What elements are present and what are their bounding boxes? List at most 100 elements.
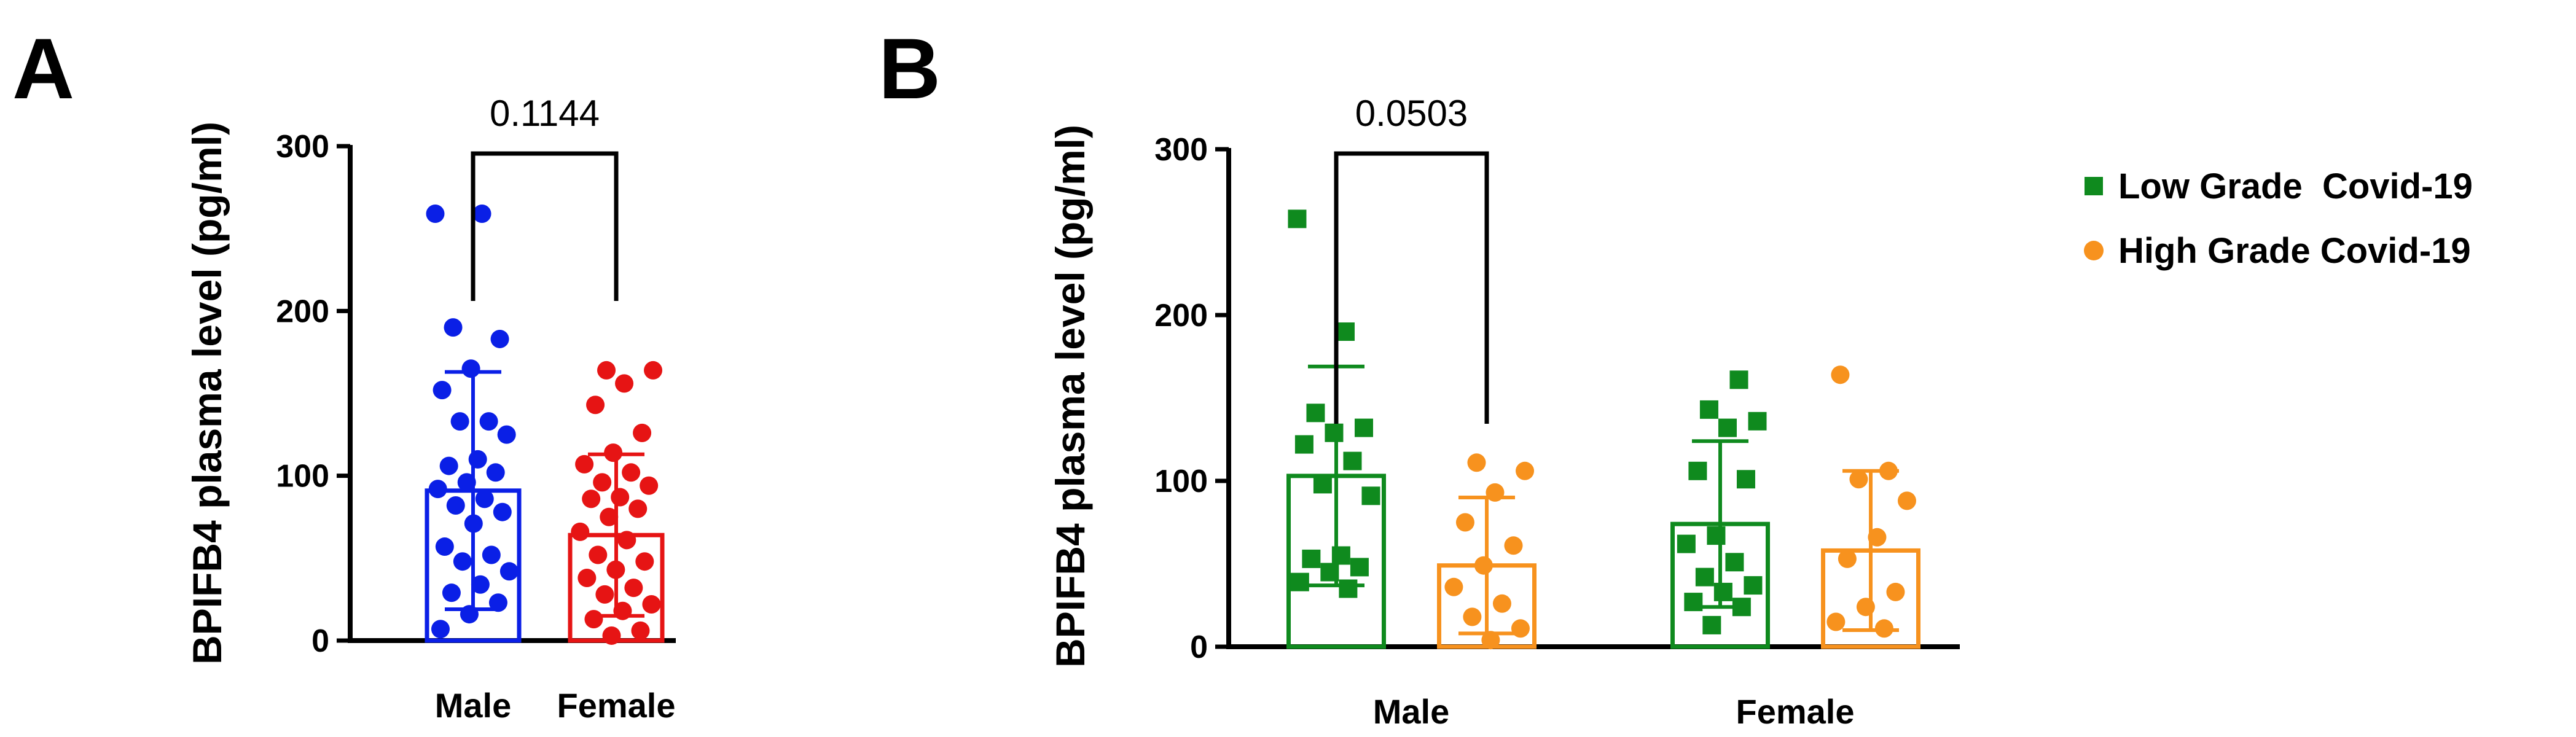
panel-a-data-point xyxy=(490,329,509,348)
panel-a-data-point xyxy=(464,514,483,533)
panel-b-p-value-label: 0.0503 xyxy=(1355,93,1468,134)
panel-b-data-point xyxy=(1879,461,1898,480)
legend: Low Grade Covid-19 High Grade Covid-19 xyxy=(2084,166,2473,271)
panel-b-data-point xyxy=(1729,370,1748,389)
panel-a-data-point xyxy=(586,396,605,415)
panel-a-data-point xyxy=(446,496,465,515)
panel-a-data-point xyxy=(571,522,590,541)
panel-a-data-point xyxy=(582,489,601,509)
panel-b-data-point xyxy=(1838,549,1857,568)
panel-a-data-point xyxy=(613,601,632,620)
panel-a-data-point xyxy=(600,507,619,526)
panel-a-data-point xyxy=(604,443,623,462)
panel-b-data-point xyxy=(1336,322,1355,341)
panel-a-data-point xyxy=(475,489,494,509)
panel-b-data-point xyxy=(1516,461,1535,480)
panel-a-y-axis-label: BPIFB4 plasma level (pg/ml) xyxy=(184,122,230,665)
panel-b-data-point xyxy=(1874,619,1893,638)
panel-a-data-point xyxy=(486,463,505,482)
panel-a-data-point xyxy=(595,585,614,604)
panel-b-data-point xyxy=(1290,572,1309,591)
panel-b-data-point xyxy=(1744,576,1763,595)
panel-b-letter: B xyxy=(879,20,941,117)
panel-a-data-point xyxy=(635,552,654,571)
panel-b-data-point xyxy=(1732,598,1751,617)
panel-a-data-point xyxy=(577,569,597,588)
panel-a-category-label: Female xyxy=(557,686,676,725)
panel-b-data-point xyxy=(1684,593,1703,612)
panel-b-data-point xyxy=(1695,567,1714,587)
panel-a-data-point xyxy=(428,480,447,499)
panel-a-data-point xyxy=(493,502,512,521)
panel-a-data-point xyxy=(453,552,472,571)
panel-b-data-point xyxy=(1302,549,1321,568)
panel-b-data-point xyxy=(1718,418,1737,437)
panel-a-p-value-label: 0.1144 xyxy=(490,93,600,134)
panel-b-data-point xyxy=(1511,619,1530,638)
panel-a-letter: A xyxy=(12,20,74,117)
panel-a-data-point xyxy=(460,605,479,624)
panel-b-data-point xyxy=(1486,483,1505,502)
panel-b-data-point xyxy=(1355,418,1374,437)
panel-b-data-point xyxy=(1463,607,1482,626)
panel-b-data-point xyxy=(1856,598,1875,617)
panel-b-data-point xyxy=(1831,365,1850,384)
panel-b-category-label: Female xyxy=(1736,692,1855,731)
panel-a-data-point xyxy=(589,545,608,564)
panel-b-data-point xyxy=(1350,558,1369,577)
legend-marker-low-grade xyxy=(2085,177,2103,195)
panel-a-data-point xyxy=(631,621,650,640)
panel-b-data-point xyxy=(1504,536,1523,555)
legend-label-high-grade: High Grade Covid-19 xyxy=(2118,231,2471,271)
panel-a-data-point xyxy=(479,412,498,431)
panel-a-y-tick-label: 200 xyxy=(276,294,329,329)
panel-b-data-point xyxy=(1306,404,1325,423)
panel-b-data-point xyxy=(1313,475,1332,494)
panel-a-data-point xyxy=(611,488,630,507)
panel-b-data-point xyxy=(1481,631,1500,650)
panel-b-data-point xyxy=(1320,563,1339,582)
panel-a-data-point xyxy=(471,575,490,594)
panel-b-y-tick-label: 200 xyxy=(1154,298,1208,333)
panel-a-data-point xyxy=(617,531,636,550)
panel-b-y-axis-label: BPIFB4 plasma level (pg/ml) xyxy=(1047,125,1093,668)
panel-b-data-point xyxy=(1897,491,1916,510)
panel-b-data-point xyxy=(1748,411,1767,431)
panel-b-category-label: Male xyxy=(1373,692,1450,731)
panel-b-data-point xyxy=(1288,209,1307,228)
panel-a-data-point xyxy=(442,583,461,602)
panel-a-data-point xyxy=(468,450,487,469)
panel-b-data-point xyxy=(1444,577,1463,596)
panel-a-data-point xyxy=(624,579,643,598)
panel-a-data-point xyxy=(593,473,612,492)
panel-b-data-point xyxy=(1492,594,1511,613)
panel-a-data-point xyxy=(615,374,634,393)
panel-b-y-tick-label: 300 xyxy=(1154,132,1208,168)
panel-b-data-point xyxy=(1713,582,1732,601)
panel-a-category-label: Male xyxy=(435,686,512,725)
chart-marks: 0 100 200 300 Male Female 0.1144 0 100 200 300 Male… xyxy=(276,93,1960,731)
panel-b-data-point xyxy=(1688,461,1707,480)
panel-b-data-point xyxy=(1474,556,1493,575)
panel-a-data-point xyxy=(628,499,648,518)
panel-a-data-point xyxy=(644,361,663,380)
panel-b-data-point xyxy=(1343,451,1362,470)
panel-a-data-point xyxy=(633,423,652,442)
panel-b-data-point xyxy=(1361,486,1380,505)
panel-a-data-point xyxy=(426,205,445,224)
panel-b-y-tick-label: 100 xyxy=(1154,464,1208,499)
panel-b-data-point xyxy=(1826,612,1846,631)
panel-b-data-point xyxy=(1455,513,1474,532)
panel-b-data-point xyxy=(1331,546,1350,565)
legend-marker-high-grade xyxy=(2084,241,2104,260)
panel-b-data-point xyxy=(1677,534,1696,553)
panel-a-data-point xyxy=(584,610,603,629)
panel-b-data-point xyxy=(1699,400,1718,419)
panel-a-data-point xyxy=(439,456,458,475)
panel-b-data-point xyxy=(1339,579,1358,598)
panel-b-significance-bracket xyxy=(1334,151,1489,424)
panel-b-data-point xyxy=(1886,582,1905,601)
panel-a-data-point xyxy=(472,205,491,224)
panel-b-data-point xyxy=(1294,435,1313,454)
